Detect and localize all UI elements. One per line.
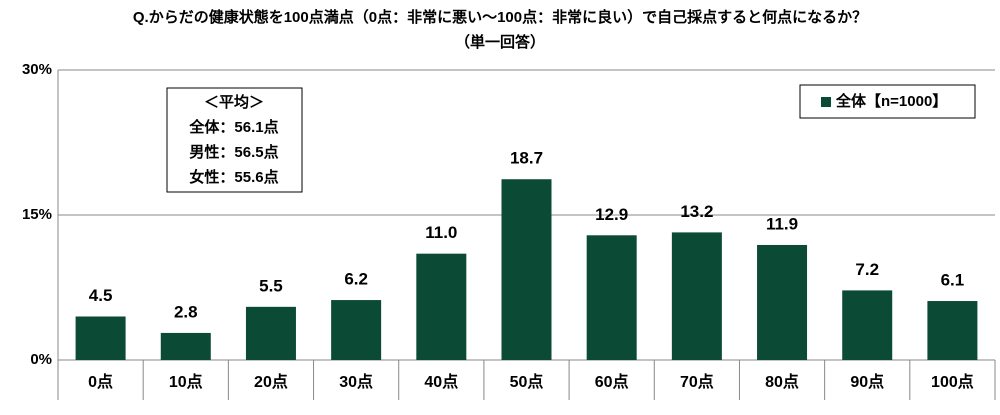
x-tick-label: 100点 xyxy=(931,372,974,391)
data-label: 6.2 xyxy=(344,270,368,289)
bar xyxy=(331,300,382,360)
chart-subtitle: （単一回答） xyxy=(455,33,545,51)
data-label: 2.8 xyxy=(174,302,198,321)
x-tick-label: 30点 xyxy=(339,372,373,391)
data-label: 6.1 xyxy=(941,271,965,290)
data-label: 11.0 xyxy=(425,223,457,242)
bar xyxy=(757,244,808,360)
bar xyxy=(927,301,978,360)
legend-label: 全体【n=1000】 xyxy=(835,92,947,110)
bar xyxy=(501,179,552,360)
x-tick-label: 60点 xyxy=(595,372,629,391)
bar xyxy=(75,316,126,360)
x-tick-label: 10点 xyxy=(169,372,203,391)
bar xyxy=(671,232,722,360)
data-label: 12.9 xyxy=(595,205,628,224)
data-label: 18.7 xyxy=(510,149,543,168)
bar xyxy=(245,306,296,360)
x-tick-label: 80点 xyxy=(765,372,799,391)
x-tick-label: 40点 xyxy=(424,372,458,391)
x-tick-label: 20点 xyxy=(254,372,288,391)
data-label: 7.2 xyxy=(855,260,879,279)
average-text: 全体：56.1点 xyxy=(188,118,278,136)
data-label: 13.2 xyxy=(680,202,713,221)
chart-title: Q.からだの健康状態を100点満点（0点：非常に悪い～100点：非常に良い）で自… xyxy=(133,8,867,26)
average-text: 男性：56.5点 xyxy=(189,143,278,161)
x-tick-label: 70点 xyxy=(680,372,714,391)
y-tick-label: 30% xyxy=(22,61,52,78)
average-text: ＜平均＞ xyxy=(204,93,264,111)
x-tick-label: 50点 xyxy=(510,372,544,391)
legend-swatch xyxy=(821,97,831,107)
bar xyxy=(160,332,211,360)
x-tick-label: 90点 xyxy=(850,372,884,391)
bar xyxy=(842,290,893,360)
data-label: 5.5 xyxy=(259,276,283,295)
bar xyxy=(416,253,467,360)
bar xyxy=(586,235,637,360)
data-label: 11.9 xyxy=(766,214,798,233)
data-label: 4.5 xyxy=(89,286,113,305)
average-box xyxy=(166,87,303,193)
y-tick-label: 15% xyxy=(22,206,52,223)
average-text: 女性：55.6点 xyxy=(189,168,278,186)
x-tick-label: 0点 xyxy=(88,372,113,391)
y-tick-label: 0% xyxy=(30,351,52,368)
